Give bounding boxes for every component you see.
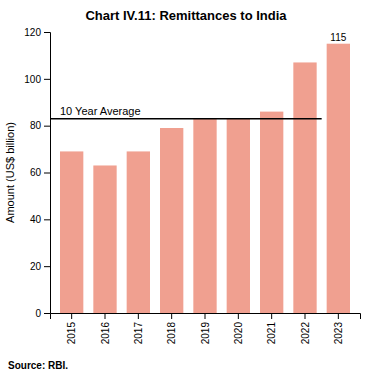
x-tick-label: 2019 — [200, 322, 211, 345]
y-tick-label: 60 — [30, 167, 42, 178]
bar — [60, 151, 83, 313]
y-tick-label: 80 — [30, 120, 42, 131]
bar — [327, 44, 350, 313]
x-tick-label: 2023 — [333, 322, 344, 345]
x-tick-mark — [205, 313, 206, 319]
x-tick-label: 2015 — [66, 322, 77, 345]
y-tick-mark — [44, 219, 50, 220]
x-tick-label: 2020 — [233, 322, 244, 345]
y-tick: 100 — [24, 74, 50, 85]
y-tick: 80 — [30, 120, 50, 131]
source-note: Source: RBI. — [8, 360, 68, 371]
bar — [193, 119, 216, 313]
y-tick-mark — [44, 32, 50, 33]
y-tick: 0 — [35, 308, 50, 319]
bar — [93, 165, 116, 313]
x-tick: 2019 — [200, 313, 211, 344]
x-tick-label: 2016 — [100, 322, 111, 345]
reference-line — [50, 118, 322, 120]
x-axis-line — [51, 314, 361, 320]
reference-line-label: 10 Year Average — [60, 105, 141, 117]
y-tick-mark — [44, 126, 50, 127]
y-tick-label: 20 — [30, 261, 42, 272]
y-tick: 20 — [30, 261, 50, 272]
y-axis-title: Amount (US$ billion) — [4, 122, 16, 223]
y-tick: 40 — [30, 214, 50, 225]
x-tick-mark — [305, 313, 306, 319]
x-tick: 2017 — [133, 313, 144, 344]
y-tick: 60 — [30, 167, 50, 178]
bar — [227, 119, 250, 313]
x-axis: 2015 2016 2017 2018 2019 2020 2021 2022 2023 — [51, 313, 361, 344]
bar — [160, 128, 183, 313]
x-tick-label: 2018 — [166, 322, 177, 345]
x-tick-mark — [338, 313, 339, 319]
y-tick-mark — [44, 79, 50, 80]
x-tick: 2018 — [166, 313, 177, 344]
y-tick-label: 0 — [35, 308, 41, 319]
x-tick-mark — [138, 313, 139, 319]
chart-svg: Chart IV.11: Remittances to India 0 20 40 60… — [0, 0, 372, 375]
x-tick: 2023 — [333, 313, 344, 344]
x-tick: 2015 — [66, 313, 77, 344]
y-tick-mark — [44, 173, 50, 174]
y-tick-label: 120 — [24, 27, 41, 38]
y-tick: 120 — [24, 27, 50, 38]
x-tick-label: 2022 — [300, 322, 311, 345]
x-tick-label: 2017 — [133, 322, 144, 345]
chart-container: Chart IV.11: Remittances to India 0 20 40 60… — [0, 0, 372, 375]
x-tick-mark — [238, 313, 239, 319]
x-tick-mark — [271, 313, 272, 319]
x-tick: 2022 — [300, 313, 311, 344]
x-tick: 2021 — [266, 313, 277, 344]
x-tick-mark — [171, 313, 172, 319]
y-tick-label: 100 — [24, 74, 41, 85]
title: Chart IV.11: Remittances to India — [85, 8, 287, 23]
x-tick-label: 2021 — [266, 322, 277, 345]
y-axis: 0 20 40 60 80 100 120 — [24, 27, 50, 319]
bar — [127, 151, 150, 313]
marks — [50, 44, 350, 313]
y-axis-line — [44, 33, 51, 314]
bar — [293, 62, 316, 313]
x-tick: 2020 — [233, 313, 244, 344]
y-tick-label: 40 — [30, 214, 42, 225]
x-tick: 2016 — [100, 313, 111, 344]
x-tick-mark — [71, 313, 72, 319]
bar — [260, 112, 283, 313]
x-tick-mark — [105, 313, 106, 319]
y-tick-mark — [44, 313, 50, 314]
y-tick-mark — [44, 266, 50, 267]
plot: 0204060801001202015201620172018201920202… — [4, 27, 361, 345]
annotation: 115 — [330, 32, 346, 43]
